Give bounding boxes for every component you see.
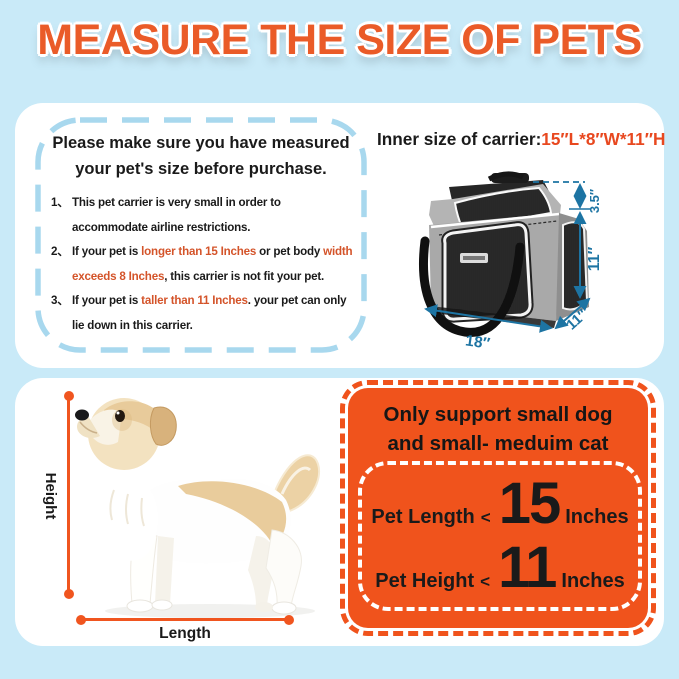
support-heading-line1: Only support small dog xyxy=(383,403,613,426)
note-number: 1、 xyxy=(51,196,69,209)
note-item-2: 2、 If your pet is longer than 15 Inches … xyxy=(51,240,357,289)
warning-notes: 1、 This pet carrier is very small in ord… xyxy=(51,191,357,338)
inner-size-value: 15″L*8″W*11″H xyxy=(541,129,666,149)
less-than-sign: < xyxy=(480,507,491,527)
note-number: 2、 xyxy=(51,245,69,258)
measurement-info-panel: Please make sure you have measured your … xyxy=(15,103,665,368)
support-box: Only support small dog and small- meduim… xyxy=(340,380,656,636)
note-text: This pet carrier is very small in order … xyxy=(72,196,281,234)
note-seg: , this carrier is not fit your pet. xyxy=(164,269,325,283)
dog-eye xyxy=(115,410,125,422)
dim-top-label: 3.5″ xyxy=(587,189,602,213)
note-seg: If your pet is xyxy=(72,245,142,258)
note-text: If your pet is longer than 15 Inches or … xyxy=(72,245,353,283)
inner-size-heading: Inner size of carrier:15″L*8″W*11″H xyxy=(377,129,665,150)
warning-box: Please make sure you have measured your … xyxy=(35,117,367,353)
note-item-1: 1、 This pet carrier is very small in ord… xyxy=(51,191,357,240)
dog-chest xyxy=(100,472,158,561)
height-measure-line xyxy=(63,391,74,599)
dashed-border xyxy=(35,117,367,353)
support-heading-line2: and small- meduim cat xyxy=(387,432,609,455)
carrier-illustration: 3.5″ 11″ 11″ 18″ xyxy=(419,171,603,353)
height-label: Height xyxy=(31,473,71,520)
page-title: MEASURE THE SIZE OF PETS xyxy=(37,16,642,64)
note-item-3: 3、 If your pet is taller than 11 Inches.… xyxy=(51,289,357,338)
carrier-side-mesh xyxy=(562,221,589,311)
dog-nose xyxy=(75,409,89,421)
length-measure-line xyxy=(76,614,294,625)
pet-length-unit: Inches xyxy=(565,505,629,528)
dog-illustration xyxy=(75,398,321,618)
warning-content: Please make sure you have measured your … xyxy=(35,117,367,338)
warning-heading: Please make sure you have measured your … xyxy=(35,130,367,182)
note-highlight: width exceeds 8 Inches xyxy=(72,245,353,283)
warning-heading-line2: your pet's size before purchase. xyxy=(75,160,327,178)
warning-heading-line1: Please make sure you have measured xyxy=(52,134,350,152)
dim-height-label: 11″ xyxy=(586,246,603,271)
pet-length-value: 15 xyxy=(498,470,561,536)
note-number: 3、 xyxy=(51,294,69,307)
note-highlight: taller than 11 Inches xyxy=(141,294,248,307)
pet-height-row: Pet Height < 11 Inches xyxy=(364,535,636,601)
carrier-bag xyxy=(419,171,589,337)
support-limits-box: Pet Length < 15 Inches Pet Height < 11 I… xyxy=(358,461,642,611)
support-heading: Only support small dog and small- meduim… xyxy=(348,388,648,458)
dimension-arrow-width xyxy=(424,304,553,333)
note-seg: If your pet is xyxy=(72,294,142,307)
pet-height-label: Pet Height xyxy=(375,570,475,593)
dim-width-label: 18″ xyxy=(464,332,491,352)
note-seg: . your pet can only lie down in this car… xyxy=(72,294,347,332)
pet-size-panel: Height Length Only support small dog and… xyxy=(15,378,664,646)
note-seg: or pet body xyxy=(256,245,324,258)
carrier-dimensions xyxy=(424,181,591,333)
pet-length-row: Pet Length < 15 Inches xyxy=(364,470,636,536)
note-seg: This pet carrier is very small in order … xyxy=(72,196,281,234)
note-highlight: longer than 15 Inches xyxy=(141,245,257,258)
dog-ear xyxy=(149,406,177,446)
dimension-arrow-depth xyxy=(554,297,591,330)
height-label-text: Height xyxy=(42,472,60,520)
inner-size-label: Inner size of carrier: xyxy=(377,129,542,149)
pet-length-label: Pet Length xyxy=(371,505,475,528)
pet-height-value: 11 xyxy=(498,535,557,601)
pet-height-unit: Inches xyxy=(561,570,625,593)
note-text: If your pet is taller than 11 Inches. yo… xyxy=(72,294,347,332)
less-than-sign: < xyxy=(480,572,491,592)
length-label: Length xyxy=(159,625,211,642)
